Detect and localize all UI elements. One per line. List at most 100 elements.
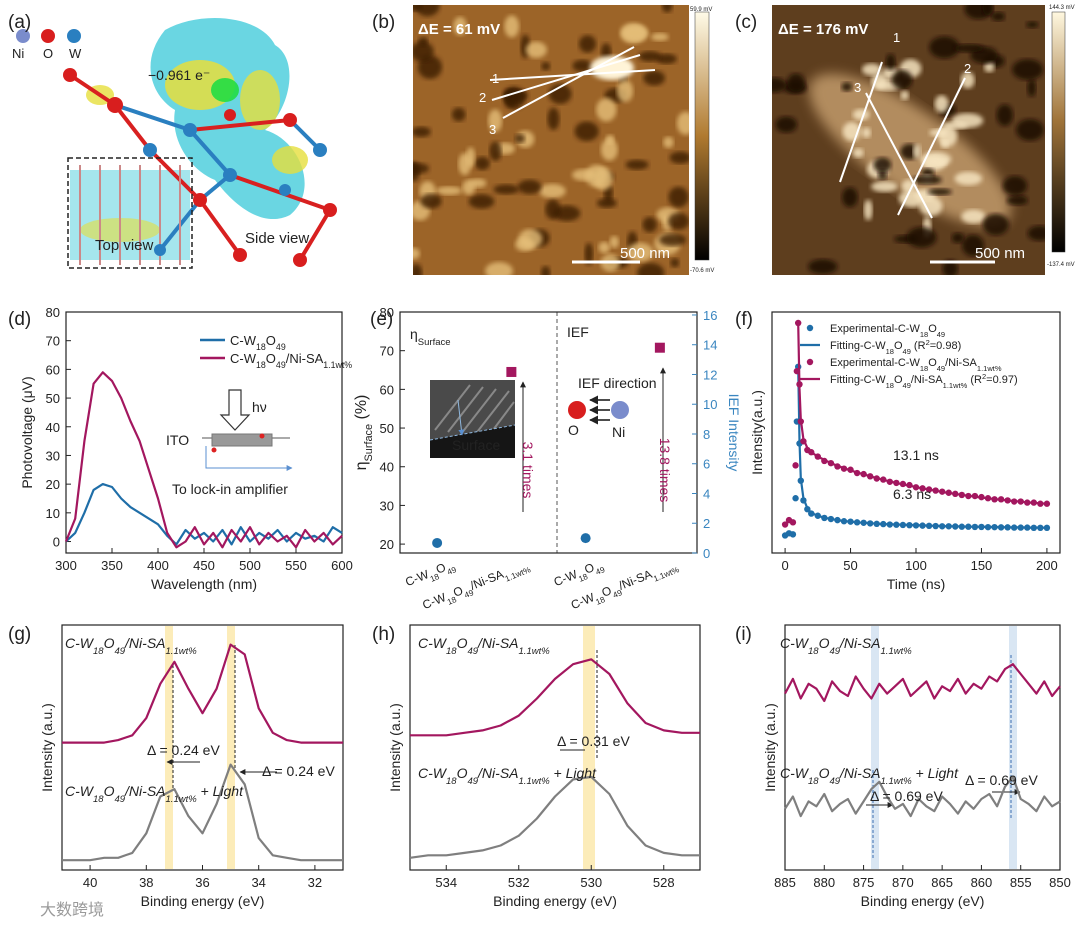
script-text: 18 <box>920 330 928 339</box>
text-run: 80 <box>46 305 60 320</box>
texture <box>962 234 984 257</box>
text-run: 10 <box>46 506 60 521</box>
text-run: 50 <box>380 421 394 436</box>
text-run: ( <box>911 340 918 352</box>
text-run: Intensity(a.u.) <box>749 390 765 475</box>
text-run: 70 <box>380 344 394 359</box>
text-run: /Ni- <box>477 765 500 781</box>
x-axis-label: Time (ns) <box>887 576 946 592</box>
image-text: Top view <box>95 237 154 254</box>
text-run: O <box>819 765 830 781</box>
text-run: Binding energy (eV) <box>493 893 617 909</box>
script-text: 18 <box>93 794 104 805</box>
annotation: 3.1 times <box>520 442 536 499</box>
text-run: C- <box>552 571 569 589</box>
plot-frame <box>784 624 1061 871</box>
texture <box>1016 119 1045 141</box>
panel-label: (d) <box>8 309 31 330</box>
data-point <box>1043 500 1051 507</box>
text-run: O <box>928 357 937 369</box>
text-run: 532 <box>508 875 530 890</box>
script-text: 18 <box>577 571 589 583</box>
text-run: SA <box>147 635 166 651</box>
data-point <box>794 319 802 327</box>
text-run: IEF direction <box>578 375 657 391</box>
text-run: η <box>410 326 418 342</box>
series-label: C-W18O49/Ni-SA1.1wt% + Light <box>780 765 959 787</box>
text-run: 70 <box>46 334 60 349</box>
series-label: C-W18O49/Ni-SA1.1wt% <box>780 635 912 657</box>
texture <box>1027 225 1045 241</box>
x-tick-label: 885 <box>774 875 796 890</box>
data-line <box>62 763 343 862</box>
text-run: Surface <box>452 437 500 453</box>
text-run: 59.9 mV <box>690 7 712 13</box>
text-run: To lock-in amplifier <box>172 481 288 497</box>
data-point <box>781 521 789 528</box>
texture <box>489 141 502 162</box>
text-run: 40 <box>380 460 394 475</box>
annotation: IEF <box>567 324 589 340</box>
texture <box>1006 195 1028 206</box>
text-run: Binding energy (eV) <box>141 893 265 909</box>
texture <box>852 109 870 121</box>
texture <box>415 5 440 17</box>
text-run: 870 <box>892 875 914 890</box>
script-text: 49 <box>903 381 911 390</box>
texture <box>676 111 689 135</box>
image-text: 1 <box>893 30 900 45</box>
text-run: 1 <box>893 30 900 45</box>
annotation: Δ = 0.24 eV <box>147 742 220 758</box>
legend-label: Experimental-C-W18O49/Ni-SA1.1wt% <box>830 357 1002 373</box>
x-tick-label: 34 <box>251 875 265 890</box>
text-run: C- <box>230 351 244 366</box>
x-tick-label: 36 <box>195 875 209 890</box>
y2-tick-label: 6 <box>703 457 710 472</box>
text-run: 500 nm <box>620 245 670 262</box>
y-tick-label: 60 <box>46 362 60 377</box>
text-run: IEF Intensity <box>726 394 742 472</box>
text-run: (a) <box>8 12 31 33</box>
script-text: 1.1wt% <box>943 381 968 390</box>
text-run: 20 <box>380 537 394 552</box>
x-tick-label: 870 <box>892 875 914 890</box>
data-line <box>409 775 700 859</box>
script-text: 49 <box>114 794 125 805</box>
text-run: (c) <box>735 12 757 33</box>
x-tick-label: 100 <box>905 558 927 573</box>
script-text: 18 <box>886 347 894 356</box>
text-run: 400 <box>147 558 169 573</box>
data-line <box>62 643 343 744</box>
text-run: 860 <box>971 875 993 890</box>
y-tick-label: 0 <box>53 535 60 550</box>
texture <box>841 82 853 92</box>
texture <box>625 159 649 170</box>
text-run: W <box>875 374 886 386</box>
texture <box>458 152 472 176</box>
text-run: W <box>795 635 810 651</box>
texture <box>540 266 551 275</box>
data-point <box>654 342 665 353</box>
structure-model <box>16 18 337 269</box>
x-tick-label: 860 <box>971 875 993 890</box>
panel-label: (g) <box>8 624 31 645</box>
text-run: Side view <box>245 230 309 247</box>
text-run: C- <box>403 571 420 589</box>
legend-label: Experimental-C-W18O49 <box>830 323 945 339</box>
text-run: ( <box>967 374 974 386</box>
texture <box>912 144 922 159</box>
script-text: 18 <box>920 364 928 373</box>
texture <box>574 121 599 142</box>
text-run: 144.3 mV <box>1049 5 1075 11</box>
text-run: =0.97) <box>986 374 1018 386</box>
texture <box>545 199 561 220</box>
x-tick-label: 528 <box>653 875 675 890</box>
text-run: 100 <box>905 558 927 573</box>
text-run: 3.1 times <box>520 442 536 499</box>
y-tick-label: 70 <box>380 344 394 359</box>
kpfm-image <box>772 5 1045 275</box>
text-run: hν <box>252 399 267 415</box>
script-text: 1.1wt% <box>519 646 551 657</box>
y-axis-label: Intensity (a.u.) <box>39 703 55 792</box>
text-run: 50 <box>843 558 857 573</box>
